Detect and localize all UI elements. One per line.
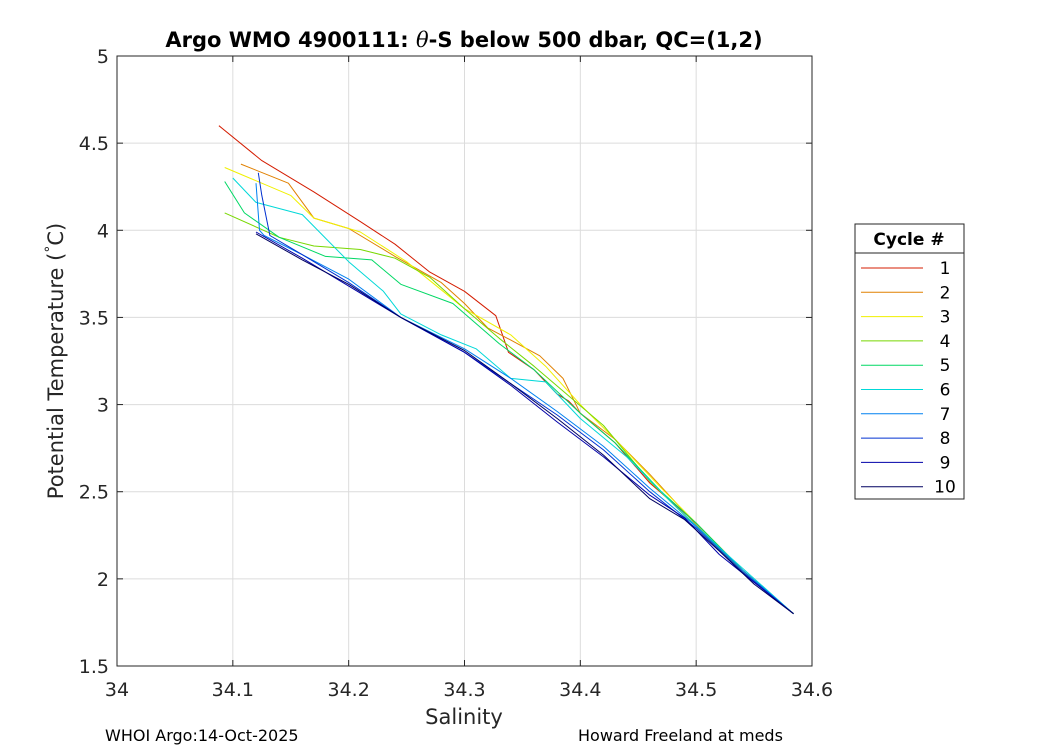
legend-title: Cycle # — [873, 230, 944, 250]
series-line-cycle-10 — [255, 233, 794, 615]
legend-label-cycle-6: 6 — [940, 381, 951, 401]
axis-ticks: 34 34.1 34.2 34.3 34.4 34.5 34.6 1.5 2 2.5 3 3.5 4 4.… — [79, 46, 833, 701]
series-line-cycle-6 — [232, 177, 794, 615]
legend-label-cycle-2: 2 — [940, 283, 951, 303]
series-line-cycle-1 — [218, 125, 794, 615]
y-axis-label: Potential Temperature (°C) — [43, 223, 68, 499]
legend-box — [854, 223, 965, 500]
x-tick-label: 34.4 — [559, 679, 601, 701]
y-tick-label: 1.5 — [79, 656, 109, 678]
x-tick-label: 34.2 — [328, 679, 370, 701]
y-tick-label: 4.5 — [79, 133, 109, 155]
legend-label-cycle-8: 8 — [940, 429, 951, 449]
series-line-cycle-7 — [255, 183, 794, 615]
y-tick-label: 3 — [97, 395, 109, 417]
x-tick-label: 34.6 — [791, 679, 833, 701]
x-tick-label: 34.5 — [675, 679, 717, 701]
y-tick-label: 3.5 — [79, 307, 109, 329]
legend-label-cycle-1: 1 — [940, 259, 951, 279]
series-line-cycle-5 — [224, 181, 794, 615]
y-tick-label: 4 — [97, 220, 109, 242]
y-tick-label: 5 — [97, 46, 109, 68]
legend-label-cycle-10: 10 — [934, 478, 956, 498]
footer-right: Howard Freeland at meds — [578, 726, 783, 745]
legend: Cycle # 1 2 3 4 5 6 7 8 9 10 — [854, 223, 965, 500]
x-tick-label: 34.1 — [212, 679, 254, 701]
x-tick-label: 34 — [105, 679, 129, 701]
legend-label-cycle-9: 9 — [940, 453, 951, 473]
y-tick-label: 2.5 — [79, 482, 109, 504]
x-tick-label: 34.3 — [443, 679, 485, 701]
legend-label-cycle-4: 4 — [940, 332, 951, 352]
legend-items: 1 2 3 4 5 6 7 8 9 10 — [861, 259, 956, 498]
chart-title: Argo WMO 4900111: θ-S below 500 dbar, QC… — [165, 28, 762, 52]
series-line-cycle-9 — [255, 231, 794, 615]
series-lines — [218, 125, 794, 615]
legend-label-cycle-5: 5 — [940, 356, 951, 376]
x-axis-label: Salinity — [425, 705, 503, 729]
legend-label-cycle-3: 3 — [940, 308, 951, 328]
legend-label-cycle-7: 7 — [940, 405, 951, 425]
y-tick-label: 2 — [97, 569, 109, 591]
footer-left: WHOI Argo:14-Oct-2025 — [105, 726, 299, 745]
